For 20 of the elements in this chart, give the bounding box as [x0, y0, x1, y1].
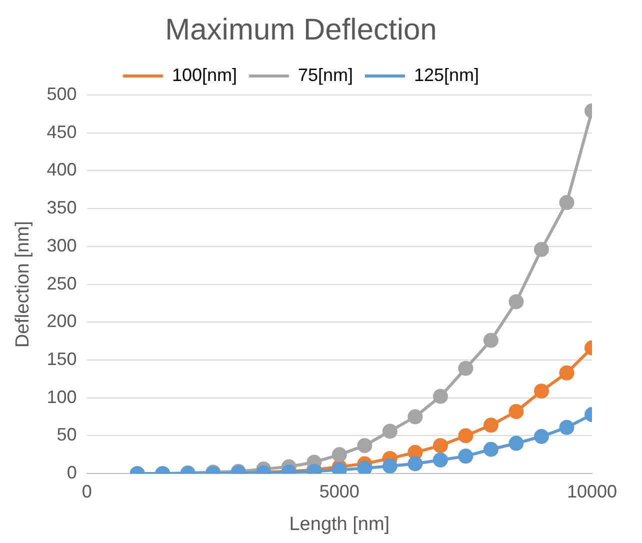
y-tick-label: 300	[46, 235, 77, 256]
legend-label: 100[nm]	[172, 64, 237, 85]
y-tick-label: 250	[46, 273, 77, 294]
y-tick-label: 500	[46, 84, 77, 104]
legend-label: 75[nm]	[298, 64, 354, 85]
y-tick-label: 50	[56, 424, 77, 445]
y-axis-title: Deflection [nm]	[12, 220, 34, 348]
y-tick-label: 150	[46, 348, 77, 369]
x-axis-title: Length [nm]	[289, 514, 390, 535]
x-tick-label: 5000	[319, 481, 360, 502]
y-tick-label: 350	[46, 198, 77, 218]
y-tick-label: 450	[46, 122, 77, 142]
chart-title: Maximum Deflection	[165, 13, 437, 46]
y-tick-label: 0	[66, 462, 77, 483]
x-tick-label: 0	[82, 481, 92, 502]
y-tick-label: 200	[46, 311, 77, 332]
y-tick-label: 100	[46, 386, 77, 407]
y-tick-label: 400	[46, 160, 77, 180]
legend-label: 125[nm]	[414, 64, 480, 85]
x-tick-label: 10000	[566, 481, 618, 502]
